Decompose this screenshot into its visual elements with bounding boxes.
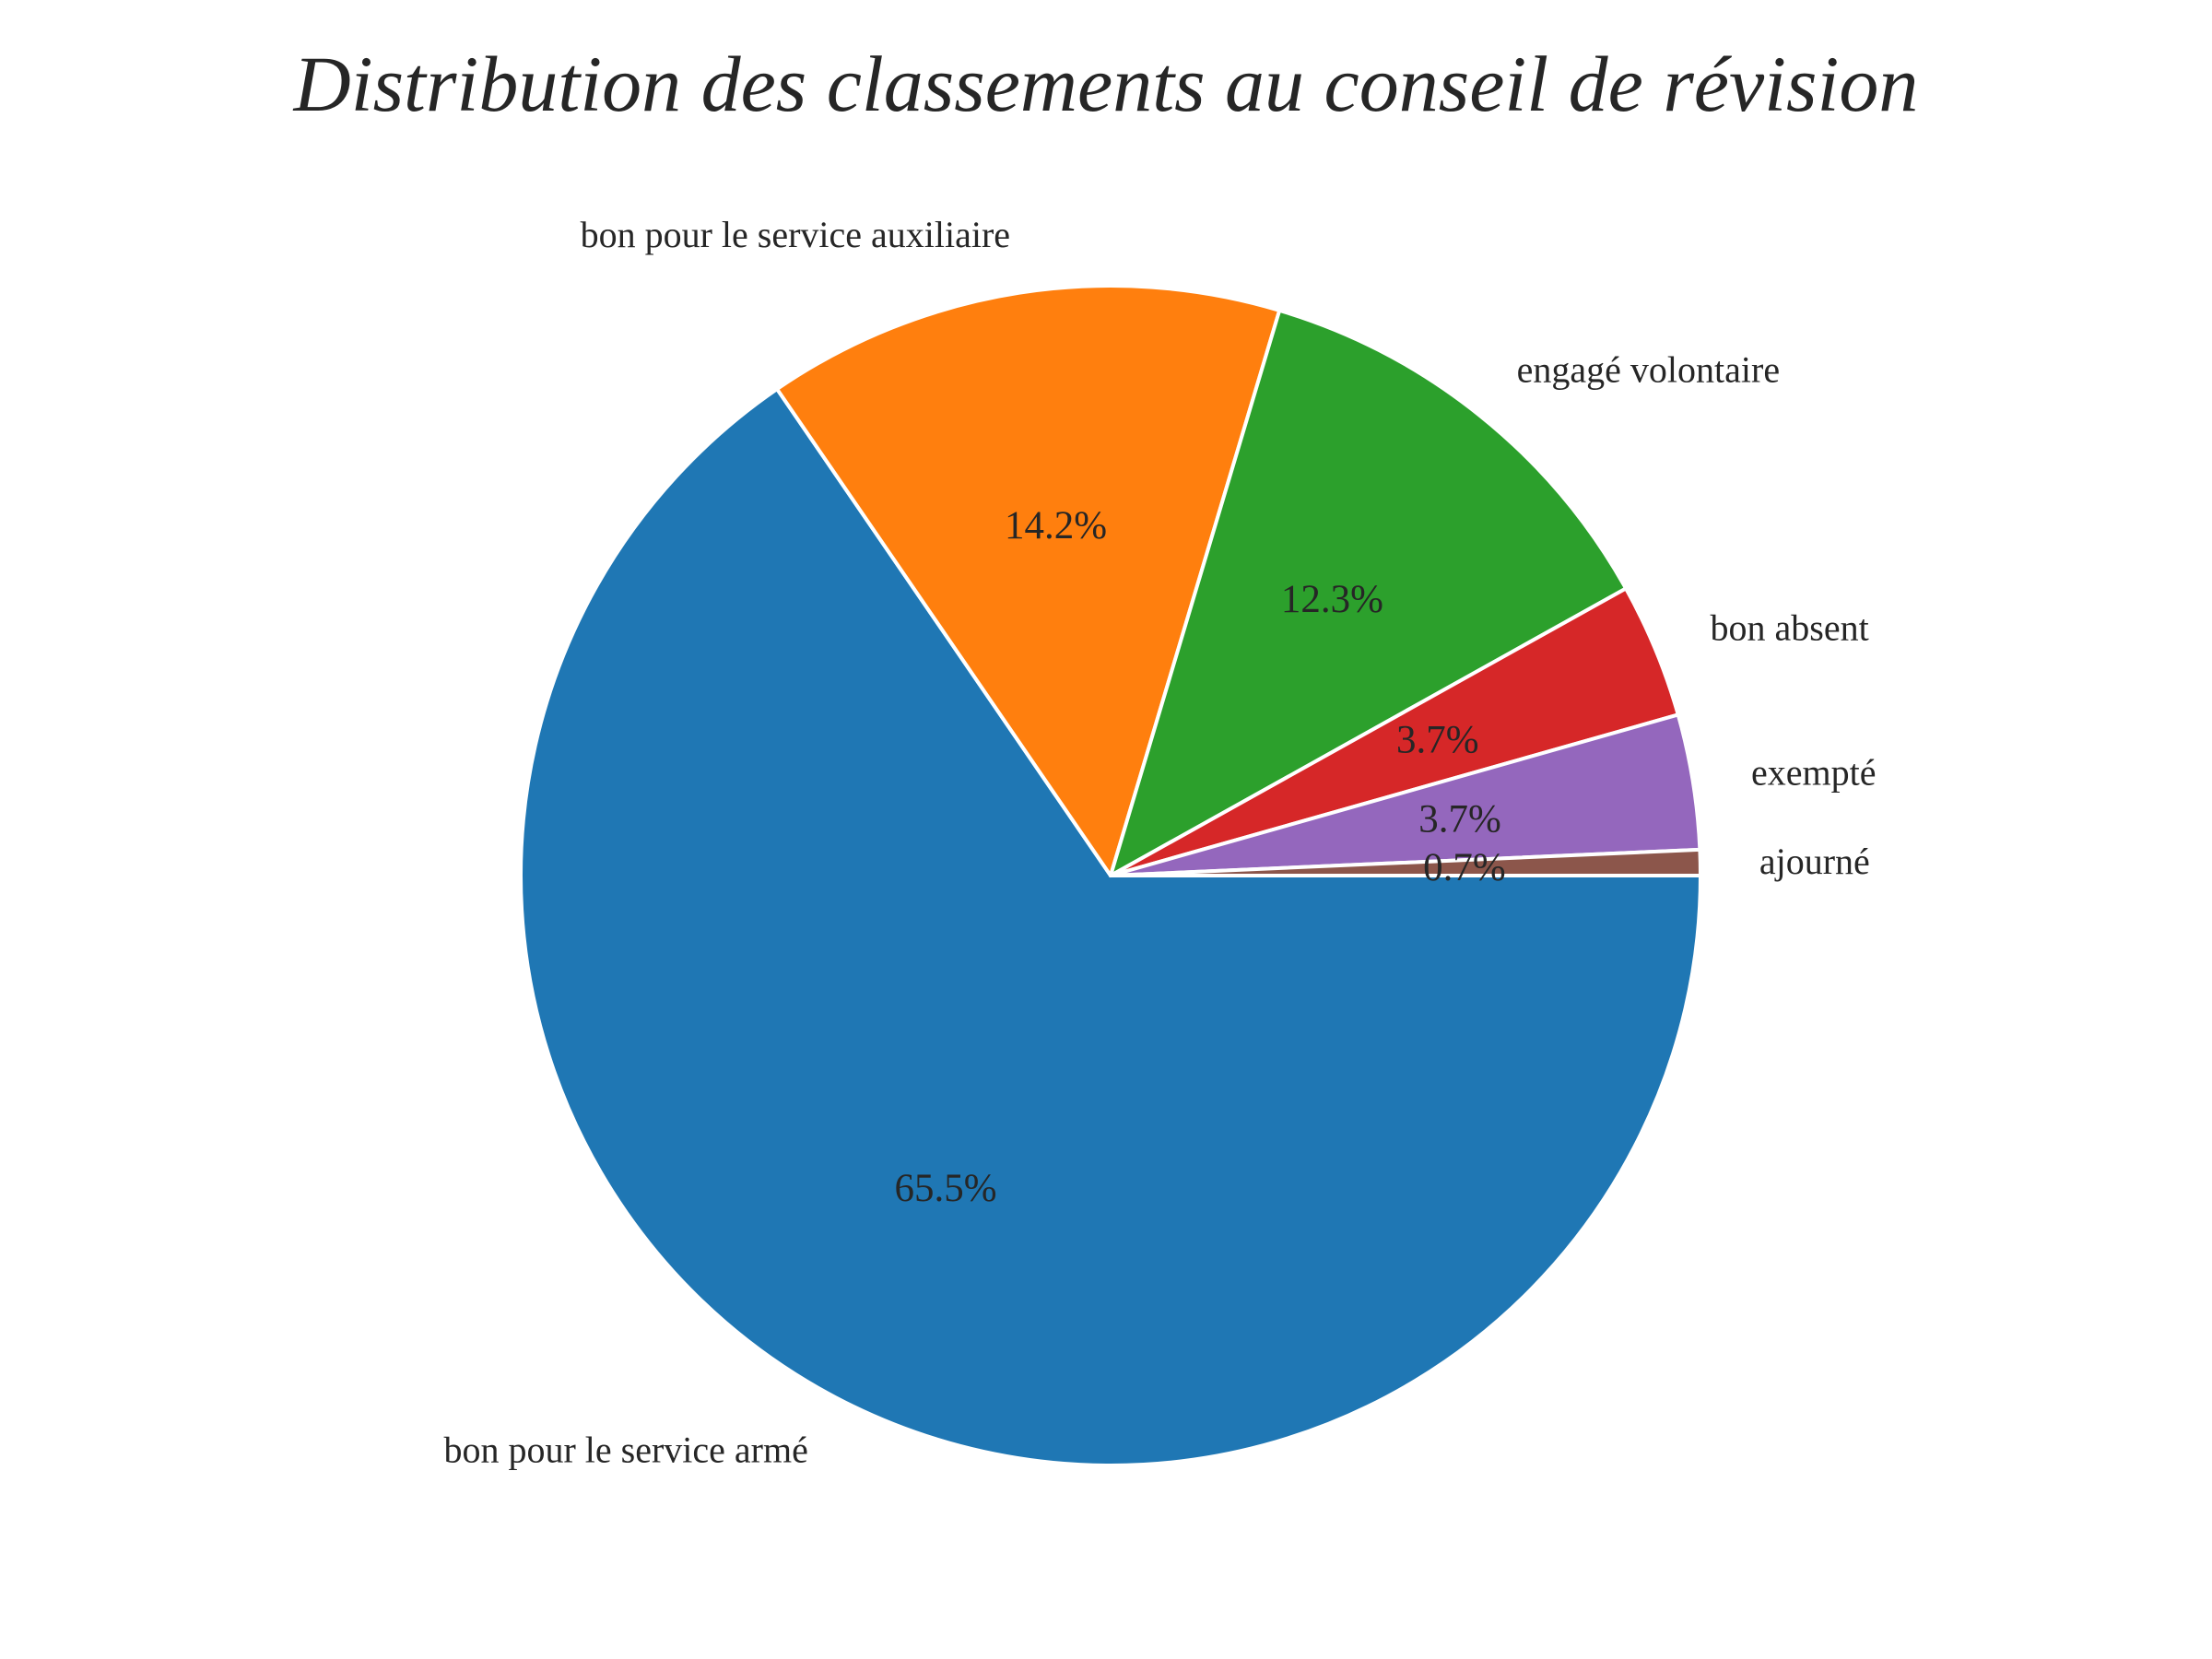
pie-labels: 65.5% bon pour le service armé 14.2% bon po… [443,214,1876,1470]
chart-title: Distribution des classements au conseil … [293,40,1919,128]
pie-slice-1 [519,387,1702,1467]
pie-slice-category-label: ajourné [1759,841,1870,882]
pie-slice-category-label: exempté [1751,751,1877,793]
pie-slice-percent-label: 65.5% [894,1167,996,1210]
pie-slice-percent-label: 3.7% [1418,797,1501,841]
pie-slice-category-label: engagé volontaire [1517,348,1780,390]
pie-slice-3 [1109,308,1629,877]
pie-slices [519,284,1702,1467]
pie-slice-6 [1109,847,1702,877]
pie-slice-percent-label: 3.7% [1396,719,1479,762]
pie-slice-category-label: bon absent [1711,606,1869,648]
pie-slice-percent-label: 12.3% [1281,578,1383,621]
pie-slice-category-label: bon pour le service auxiliaire [581,214,1010,255]
pie-slice-category-label: bon pour le service armé [443,1429,807,1470]
pie-slice-percent-label: 14.2% [1005,504,1107,547]
pie-slice-percent-label: 0.7% [1423,846,1506,889]
